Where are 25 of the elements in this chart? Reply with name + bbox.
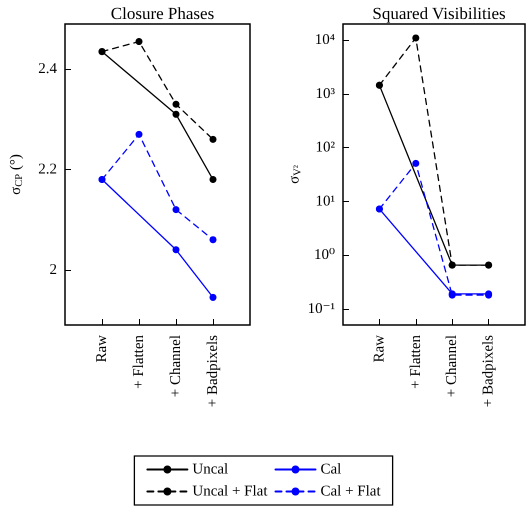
x-tick-label: Raw <box>94 334 110 362</box>
x-tick-label: Raw <box>371 334 388 362</box>
x-tick-label: + Flatten <box>408 334 424 389</box>
x-tick-label: + Flatten <box>131 334 147 389</box>
y-axis-title: σV² <box>286 165 304 184</box>
x-tick-label: + Channel <box>444 335 460 398</box>
y-tick-label: 2.2 <box>38 161 57 178</box>
y-tick-label: 10⁻¹ <box>308 300 335 317</box>
x-tick-label: + Badpixels <box>480 334 497 408</box>
y-tick-label: 10¹ <box>316 193 335 210</box>
chart-title: Closure Phases <box>110 4 214 23</box>
y-tick-label: 2 <box>50 262 57 278</box>
y-tick-label: 10⁰ <box>314 247 335 264</box>
y-axis-title: σCP (°) <box>8 154 25 195</box>
legend-label: Uncal + Flat <box>192 484 268 500</box>
y-tick-label: 2.4 <box>38 61 58 78</box>
x-tick-label: + Channel <box>168 335 184 398</box>
chart-title: Squared Visibilities <box>372 4 506 23</box>
y-tick-label: 10³ <box>316 86 336 102</box>
y-tick-label: 10² <box>316 140 336 156</box>
legend-label: Cal + Flat <box>320 484 382 500</box>
y-tick-label: 10⁴ <box>314 32 335 48</box>
legend-label: Uncal <box>192 462 228 478</box>
legend-label: Cal <box>320 462 342 478</box>
x-tick-label: + Badpixels <box>205 334 221 408</box>
